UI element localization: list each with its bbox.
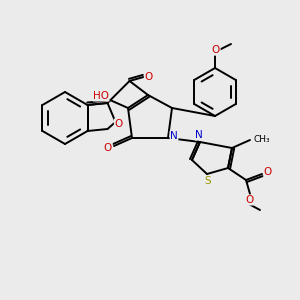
- Text: O: O: [144, 72, 153, 82]
- Text: N: N: [170, 131, 178, 141]
- Text: O: O: [264, 167, 272, 177]
- Text: O: O: [245, 195, 253, 205]
- Text: O: O: [104, 143, 112, 153]
- Text: HO: HO: [93, 91, 109, 101]
- Text: O: O: [114, 119, 123, 129]
- Text: O: O: [212, 45, 220, 55]
- Text: N: N: [195, 130, 203, 140]
- Text: CH₃: CH₃: [254, 136, 271, 145]
- Text: S: S: [205, 176, 211, 186]
